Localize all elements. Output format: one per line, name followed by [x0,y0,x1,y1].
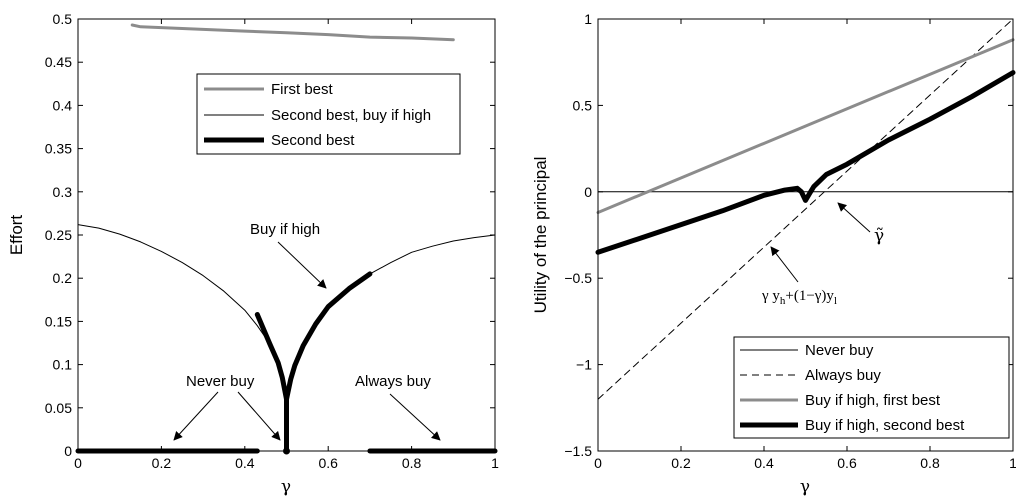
x-tick-label: 1 [1009,455,1016,471]
x-tick-label: 0.6 [837,455,857,471]
x-tick-label: 0.4 [235,455,255,471]
y-tick-label: 0.4 [53,97,73,113]
annotation-buy-if-high: Buy if high [250,221,320,238]
annotation-never-buy: Never buy [186,373,255,390]
annotation-always-buy: Always buy [355,373,431,390]
y-tick-label: 0.1 [53,357,73,373]
x-tick-label: 0.2 [671,455,691,471]
utility-axes-frame [597,18,1014,452]
utility-panel: 0 0.2 0.4 0.6 0.8 1 −1.5 −1 −0.5 0 0.5 1 γ Utility… [531,11,1016,497]
y-tick-label: −0.5 [564,270,592,286]
y-tick-label: 0.5 [53,11,73,27]
y-tick-label: 0.15 [45,313,72,329]
utility-plot-area [595,18,1016,400]
utility-y-axis-label: Utility of the principal [531,157,550,314]
legend-label-second-best-buy-if-high: Second best, buy if high [271,107,431,124]
x-tick-label: 1 [491,455,499,471]
x-tick-label: 0.8 [920,455,940,471]
utility-legend-box [733,336,1010,439]
y-tick-label: 0 [584,184,592,200]
arrow-always-buy-formula [770,246,799,283]
utility-x-axis-label: γ [800,477,810,497]
legend-label-never-buy: Never buy [805,342,874,359]
legend-label-second-best: Second best [271,132,355,149]
x-tick-label: 0 [594,455,602,471]
y-tick-label: −1 [576,357,592,373]
effort-x-ticks: 0 0.2 0.4 0.6 0.8 1 [74,19,499,471]
effort-x-axis-label: γ [281,477,291,497]
legend-label-always-buy: Always buy [805,367,881,384]
y-tick-label: 0.3 [53,184,73,200]
utility-x-ticks: 0 0.2 0.4 0.6 0.8 1 [594,19,1016,471]
legend-label-first-best: First best [271,81,334,98]
y-tick-label: 0.35 [45,141,72,157]
arrow-never-buy-right [237,391,281,441]
annotation-gamma-tilde: γ̃ [874,226,884,246]
effort-y-axis-label: Effort [7,215,26,256]
arrow-always-buy [389,393,441,441]
series-buy-if-high-first-best [596,38,1015,214]
y-tick-label: 0.25 [45,227,72,243]
effort-panel: 0 0.2 0.4 0.6 0.8 1 0 0.05 0.1 0.15 0.2 0.25 0.3 0.3… [7,11,499,497]
x-tick-label: 0.4 [754,455,774,471]
y-tick-label: 0.05 [45,400,72,416]
y-tick-label: 0.45 [45,54,72,70]
legend-label-buy-if-high-first-best: Buy if high, first best [805,392,941,409]
x-tick-label: 0.6 [318,455,338,471]
arrow-never-buy-left [173,391,219,441]
legend-label-buy-if-high-second-best: Buy if high, second best [805,417,965,434]
x-tick-label: 0 [74,455,82,471]
arrow-gamma-tilde [837,202,871,233]
series-second-best-seg-1 [254,271,373,402]
utility-y-ticks: −1.5 −1 −0.5 0 0.5 1 [564,11,1013,459]
x-tick-label: 0.2 [152,455,172,471]
annotation-always-buy-formula: γ yh+(1−γ)yl [761,288,837,307]
arrow-buy-if-high [277,241,327,289]
effort-y-ticks: 0 0.05 0.1 0.15 0.2 0.25 0.3 0.35 0.4 0.45 0.5 [45,11,495,459]
y-tick-label: 0.5 [573,97,593,113]
series-always-buy [597,18,1014,400]
utility-legend: Never buy Always buy Buy if high, first … [733,336,1010,439]
y-tick-label: 0.2 [53,270,73,286]
y-tick-label: 1 [584,11,592,27]
x-tick-label: 0.8 [402,455,422,471]
y-tick-label: 0 [64,443,72,459]
y-tick-label: −1.5 [564,443,592,459]
series-first-best [130,23,455,42]
series-buy-if-high-second-best [595,70,1016,255]
effort-legend: First best Second best, buy if high Seco… [196,73,461,155]
